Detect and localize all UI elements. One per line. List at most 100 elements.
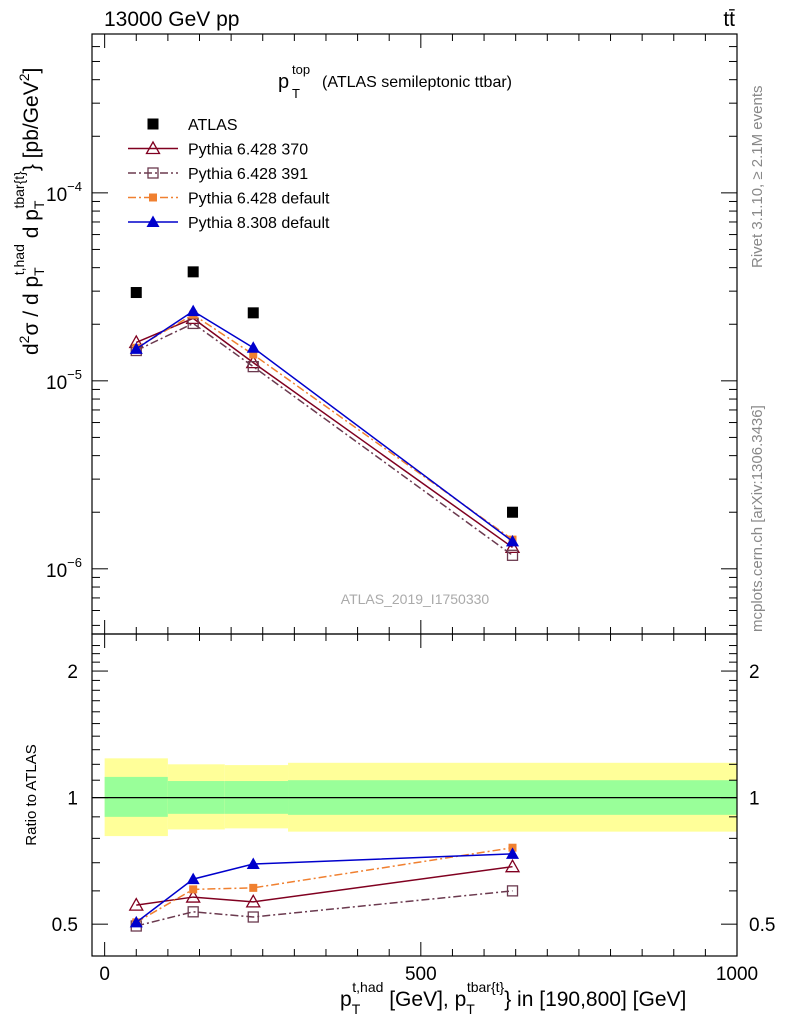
x-axis-label: pTt,had [GeV], pTtbar{t}} in [190,800] […	[340, 979, 686, 1017]
legend-marker	[149, 193, 157, 202]
ratio-0-point	[504, 858, 521, 873]
main-0-series	[130, 266, 519, 518]
main-4-point	[186, 304, 200, 317]
ratio-3-point	[506, 847, 520, 859]
legend-entry: Pythia 6.428 391	[128, 166, 308, 183]
title-sup: top	[292, 62, 310, 77]
header-left: 13000 GeV pp	[104, 8, 239, 31]
ratio-2-point	[189, 885, 198, 894]
legend-label: Pythia 6.428 370	[188, 142, 308, 159]
main-y-tick-base: 10	[46, 561, 67, 582]
main-y-tick-label: 10−5	[46, 367, 82, 394]
xlabel-suptbar: tbar{t}	[467, 979, 505, 995]
x-tick-label: 1000	[716, 964, 758, 985]
main-y-label: d2σ / d pTt,had d pTtbar{t}} [pb/GeV2]	[11, 68, 47, 355]
ylabel-dp2: d p	[20, 209, 43, 244]
xlabel-suphad: t,had	[352, 979, 383, 995]
main-1-line	[135, 317, 513, 549]
legend-label: ATLAS	[188, 117, 238, 134]
xlabel-subT1: T	[352, 1001, 361, 1017]
ylabel-suphad: t,had	[11, 244, 27, 275]
main-3-point	[249, 350, 258, 359]
ratio-1-point	[506, 885, 519, 897]
header-right: tt̄	[723, 8, 735, 31]
ratio-y-tick-label-right: 0.5	[749, 915, 775, 936]
ratio-y-tick-label: 2	[67, 662, 78, 683]
title-sub: T	[292, 86, 300, 101]
legend-label: Pythia 6.428 default	[188, 191, 330, 208]
ratio-3-point	[129, 915, 143, 928]
x-tick-label: 0	[99, 964, 110, 985]
ratio-panel: 0.5 0.51 12 20 500 1000 Ratio to ATLAS pTt,ha…	[23, 633, 775, 1017]
main-0-point	[187, 266, 199, 278]
main-panel: 10−610−510−4 p top T (ATLAS semileptonic…	[11, 33, 738, 635]
main-1-point	[504, 539, 521, 554]
title-rest: (ATLAS semileptonic ttbar)	[322, 74, 512, 91]
main-3-line	[135, 313, 513, 541]
main-1-series	[128, 310, 521, 554]
ratio-3-line	[135, 853, 513, 923]
main-4-point	[246, 341, 260, 353]
svg-text:d2σ / d pTt,had d pTtbar{t}} [: d2σ / d pTt,had d pTtbar{t}} [pb/GeV2]	[11, 68, 47, 355]
xlabel-p: p	[340, 988, 352, 1011]
ratio-1-point	[187, 906, 199, 918]
main-y-tick-base: 10	[46, 373, 67, 394]
ratio-0-point	[245, 894, 261, 908]
ylabel-close: ]	[20, 68, 43, 74]
ratio-0-series	[128, 858, 521, 911]
ratio-2-point	[249, 883, 258, 892]
xlabel-range: } in [190,800] [GeV]	[504, 988, 686, 1011]
ratio-3-series	[129, 847, 520, 928]
ylabel-subT2: T	[31, 200, 47, 209]
ratio-y-label: Ratio to ATLAS	[23, 744, 40, 845]
main-4-point	[506, 534, 520, 547]
main-title: p top T (ATLAS semileptonic ttbar)	[278, 62, 512, 101]
ratio-axes: 0.5 0.5 1 1 2 2 0 500 1000	[52, 633, 775, 985]
ylabel-subT1: T	[31, 267, 47, 276]
main-2-point	[247, 360, 259, 373]
ratio-3-point	[246, 857, 260, 870]
main-4-series	[129, 304, 520, 547]
analysis-watermark: ATLAS_2019_I1750330	[341, 591, 490, 607]
mcplots-label: mcplots.cern.ch [arXiv:1306.3436]	[749, 405, 766, 632]
main-y-tick-label: 10−4	[46, 179, 82, 206]
main-4-line	[135, 310, 513, 542]
main-0-point	[247, 307, 259, 319]
legend: ATLAS Pythia 6.428 370 Pythia 6.428 391 Pyt…	[128, 117, 330, 232]
legend-entry: Pythia 6.428 370	[128, 140, 308, 159]
main-0-point	[130, 287, 142, 299]
legend-label: Pythia 8.308 default	[188, 215, 330, 232]
svg-text:pTt,had [GeV], pTtbar{t}} in [: pTt,had [GeV], pTtbar{t}} in [190,800] […	[340, 979, 686, 1017]
ratio-0-point	[185, 889, 201, 903]
legend-marker	[147, 167, 159, 179]
ylabel-suptbar: tbar{t}	[11, 171, 27, 209]
ratio-3-point	[186, 872, 200, 885]
ratio-band-green	[104, 776, 168, 817]
main-0-point	[507, 506, 519, 518]
main-2-point	[506, 549, 519, 561]
legend-entry: ATLAS	[147, 117, 238, 134]
ratio-series-group	[128, 843, 521, 932]
ratio-y-tick-label: 0.5	[52, 915, 78, 936]
ratio-1-point	[247, 911, 259, 923]
legend-entry: Pythia 6.428 default	[128, 191, 330, 208]
legend-label: Pythia 6.428 391	[188, 166, 308, 183]
main-series-group	[128, 266, 521, 561]
ratio-frame	[91, 633, 738, 957]
xlabel-subT2: T	[466, 1001, 475, 1017]
main-y-tick-exp: −6	[67, 555, 82, 570]
legend-marker	[147, 118, 159, 130]
ratio-uncertainty-bands	[92, 758, 737, 837]
ylabel-units: } [pb/GeV	[20, 81, 43, 171]
ylabel-sup2: 2	[16, 335, 32, 343]
ratio-0-point	[128, 897, 144, 911]
ratio-1-line	[136, 890, 513, 927]
main-2-series	[130, 317, 519, 561]
legend-entry: Pythia 8.308 default	[128, 215, 330, 232]
ylabel-d: d	[20, 343, 43, 355]
main-4-point	[129, 342, 143, 354]
main-y-tick-base: 10	[46, 185, 67, 206]
title-main: p	[278, 71, 289, 93]
ratio-y-tick-label-right: 1	[749, 789, 760, 810]
